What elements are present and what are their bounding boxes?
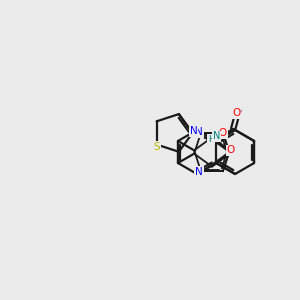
Text: O: O <box>226 145 235 155</box>
Text: H: H <box>208 135 214 144</box>
Text: N: N <box>212 131 220 142</box>
Text: S: S <box>153 142 160 152</box>
Text: O: O <box>219 128 227 138</box>
Text: N: N <box>195 127 203 137</box>
Text: N: N <box>190 126 197 136</box>
Text: N: N <box>195 167 203 177</box>
Text: O: O <box>232 108 240 118</box>
